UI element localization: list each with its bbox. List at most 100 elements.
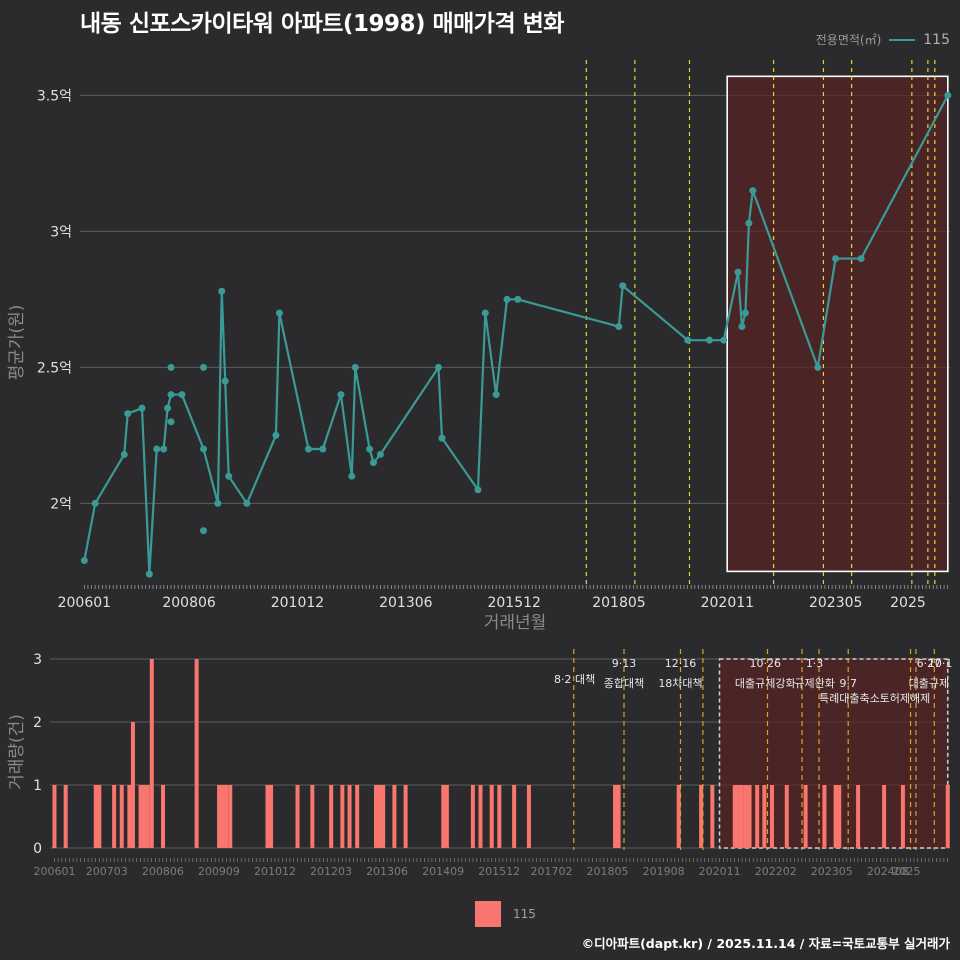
volume-x-tick-label: 200806 — [142, 865, 184, 878]
price-point — [178, 391, 186, 399]
price-point — [153, 445, 161, 453]
price-point — [221, 377, 229, 385]
price-point — [944, 91, 952, 99]
policy-annotation: 10·1 — [928, 657, 953, 670]
volume-bar — [837, 785, 842, 848]
volume-bar — [526, 785, 531, 848]
volume-bar — [194, 659, 199, 848]
volume-bar — [755, 785, 760, 848]
volume-y-tick-label: 1 — [33, 778, 42, 794]
price-point — [167, 418, 175, 426]
volume-bar — [220, 785, 225, 848]
price-x-tick-label: 201805 — [592, 595, 645, 611]
price-point — [814, 363, 822, 371]
price-point — [503, 295, 511, 303]
volume-bar — [822, 785, 827, 848]
price-point — [741, 309, 749, 317]
volume-bar — [142, 785, 147, 848]
volume-bar — [732, 785, 737, 848]
price-x-tick-label: 202305 — [809, 595, 862, 611]
price-point — [200, 527, 208, 535]
volume-bar — [149, 659, 154, 848]
volume-x-tick-label: 201702 — [530, 865, 572, 878]
volume-bar — [295, 785, 300, 848]
price-point — [351, 363, 359, 371]
policy-annotation: 8·2 대책 — [554, 673, 595, 686]
volume-x-tick-label: 200909 — [198, 865, 240, 878]
price-y-tick-label: 2.5억 — [37, 360, 72, 376]
price-x-tick-label: 200601 — [58, 595, 111, 611]
price-point — [218, 287, 226, 295]
volume-bar — [512, 785, 517, 848]
volume-bar — [138, 785, 143, 848]
volume-bar — [340, 785, 345, 848]
price-point — [275, 309, 283, 317]
volume-x-tick-label: 202305 — [811, 865, 853, 878]
volume-bar — [329, 785, 334, 848]
price-x-tick-label: 202011 — [701, 595, 754, 611]
price-point — [745, 219, 753, 227]
volume-bar — [381, 785, 386, 848]
volume-bar — [747, 785, 752, 848]
volume-bar — [736, 785, 741, 848]
volume-x-tick-label: 201908 — [643, 865, 685, 878]
price-point — [319, 445, 327, 453]
volume-bar — [392, 785, 397, 848]
volume-bar — [145, 785, 150, 848]
volume-bar — [762, 785, 767, 848]
price-point — [304, 445, 312, 453]
price-series-line — [83, 94, 949, 576]
volume-bar — [497, 785, 502, 848]
volume-bar — [97, 785, 102, 848]
volume-bar — [784, 785, 789, 848]
price-point — [857, 255, 865, 263]
price-point — [492, 391, 500, 399]
price-point — [225, 472, 233, 480]
price-point — [145, 570, 153, 578]
policy-annotation: 대출규제 — [909, 677, 949, 690]
volume-x-tick-label: 202011 — [699, 865, 741, 878]
policy-annotation: 대출규제강화 — [735, 677, 796, 690]
volume-x-tick-label: 202202 — [755, 865, 797, 878]
price-point — [615, 323, 623, 331]
source-credit: ©디아파트(dapt.kr) / 2025.11.14 / 자료=국토교통부 실… — [581, 936, 950, 951]
volume-bar — [856, 785, 861, 848]
volume-x-tick-label: 202408 — [867, 865, 909, 878]
price-point — [481, 309, 489, 317]
price-point — [366, 445, 374, 453]
volume-bar — [347, 785, 352, 848]
price-point — [369, 459, 377, 467]
legend-bar-swatch — [475, 901, 501, 927]
price-point — [474, 486, 482, 494]
volume-bar — [355, 785, 360, 848]
policy-annotation: 10·26 — [749, 657, 781, 670]
price-x-tick-label: 2025 — [890, 595, 926, 611]
volume-bar — [489, 785, 494, 848]
price-point — [167, 391, 175, 399]
price-point — [120, 450, 128, 458]
price-point — [272, 431, 280, 439]
price-point — [337, 391, 345, 399]
volume-y-axis-title: 거래량(건) — [7, 714, 27, 790]
volume-bar — [710, 785, 715, 848]
price-x-tick-label: 201306 — [379, 595, 433, 611]
price-point — [514, 295, 522, 303]
price-y-tick-label: 2억 — [50, 496, 72, 512]
price-point — [619, 282, 627, 290]
price-point — [832, 255, 840, 263]
volume-bar — [224, 785, 229, 848]
volume-bar — [403, 785, 408, 848]
volume-bar — [269, 785, 274, 848]
legend-top-title: 전용면적(㎡) — [815, 33, 882, 47]
price-point — [434, 363, 442, 371]
price-point — [734, 268, 742, 276]
volume-bar — [616, 785, 621, 848]
policy-annotation: 12·16 — [665, 657, 697, 670]
policy-annotation: 규제완화 — [794, 677, 834, 690]
volume-bar — [900, 785, 905, 848]
volume-bar — [52, 785, 57, 848]
volume-bar — [882, 785, 887, 848]
legend-top-value: 115 — [923, 31, 950, 48]
policy-annotation: 6·27 — [917, 657, 942, 670]
price-point — [720, 336, 728, 344]
